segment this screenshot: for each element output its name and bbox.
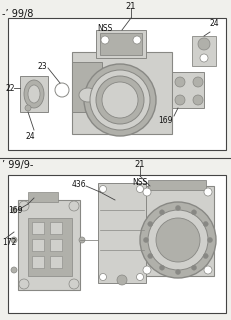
Bar [72, 52, 172, 134]
Circle shape [133, 36, 141, 44]
Circle shape [102, 82, 138, 118]
Circle shape [69, 279, 79, 289]
Circle shape [207, 237, 213, 243]
Bar [20, 76, 48, 112]
Ellipse shape [79, 88, 97, 102]
Circle shape [175, 77, 185, 87]
Circle shape [140, 202, 216, 278]
Ellipse shape [24, 80, 44, 108]
Circle shape [69, 201, 79, 211]
Circle shape [143, 266, 151, 274]
Bar [28, 192, 58, 202]
Bar [50, 239, 62, 251]
Circle shape [148, 210, 208, 270]
Text: 169: 169 [8, 206, 22, 215]
Circle shape [137, 186, 143, 193]
Ellipse shape [28, 85, 40, 103]
Bar [8, 18, 226, 150]
Text: 24: 24 [210, 19, 220, 28]
Text: -’ 99/8: -’ 99/8 [2, 9, 33, 19]
Circle shape [11, 237, 17, 243]
Circle shape [176, 269, 180, 275]
Circle shape [11, 207, 17, 213]
Text: 24: 24 [26, 132, 36, 141]
Circle shape [117, 275, 127, 285]
Text: 22: 22 [6, 84, 15, 93]
Bar [72, 62, 102, 112]
Circle shape [101, 36, 109, 44]
Circle shape [19, 201, 29, 211]
Circle shape [175, 95, 185, 105]
Text: 21: 21 [135, 160, 145, 169]
Bar [50, 256, 62, 268]
Bar [50, 222, 62, 234]
Circle shape [204, 266, 212, 274]
Bar [100, 33, 142, 55]
Circle shape [203, 221, 208, 227]
Circle shape [100, 186, 106, 193]
Circle shape [79, 237, 85, 243]
Circle shape [203, 253, 208, 259]
Bar [192, 36, 216, 66]
Circle shape [137, 274, 143, 281]
Circle shape [19, 279, 29, 289]
Bar [32, 256, 44, 268]
Circle shape [143, 188, 151, 196]
Bar [172, 72, 204, 108]
Text: 21: 21 [126, 2, 136, 11]
Text: ’ 99/9-: ’ 99/9- [2, 160, 33, 170]
Bar [96, 30, 146, 58]
Circle shape [100, 274, 106, 281]
Circle shape [193, 95, 203, 105]
Circle shape [200, 54, 208, 62]
Text: 436: 436 [72, 180, 87, 189]
Text: 169: 169 [158, 116, 173, 125]
Circle shape [11, 267, 17, 273]
Bar [148, 180, 206, 190]
Circle shape [159, 210, 164, 215]
Circle shape [191, 210, 197, 215]
Bar [98, 183, 146, 283]
Bar [32, 239, 44, 251]
Circle shape [159, 265, 164, 270]
Text: 172: 172 [2, 238, 16, 247]
Circle shape [176, 205, 180, 211]
Bar [8, 175, 226, 313]
Circle shape [84, 64, 156, 136]
Bar [18, 200, 80, 290]
Circle shape [204, 188, 212, 196]
Circle shape [148, 253, 153, 259]
Circle shape [156, 218, 200, 262]
Circle shape [198, 38, 210, 50]
Text: 23: 23 [38, 62, 48, 71]
Circle shape [25, 105, 31, 111]
Circle shape [96, 76, 144, 124]
Circle shape [90, 70, 150, 130]
Circle shape [191, 265, 197, 270]
Bar [142, 186, 214, 276]
Circle shape [148, 221, 153, 227]
Bar [28, 218, 72, 276]
Circle shape [193, 77, 203, 87]
Text: NSS: NSS [97, 24, 113, 33]
Bar [32, 222, 44, 234]
Text: NSS: NSS [132, 178, 148, 187]
Circle shape [143, 237, 149, 243]
